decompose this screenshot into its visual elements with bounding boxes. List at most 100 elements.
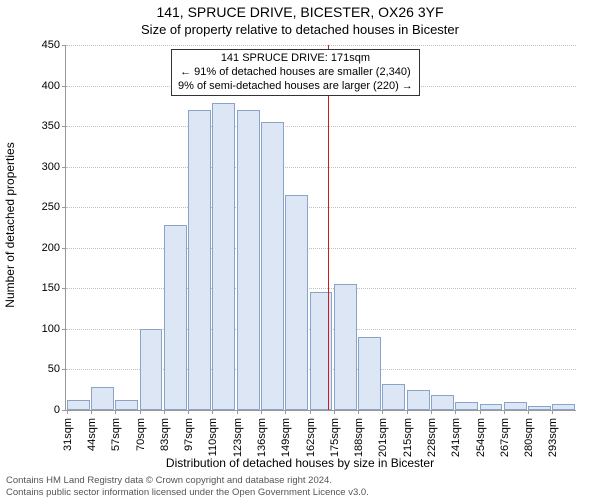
histogram-bar	[237, 110, 260, 410]
ytick-mark	[62, 126, 66, 127]
ytick-mark	[62, 410, 66, 411]
annotation-box: 141 SPRUCE DRIVE: 171sqm ← 91% of detach…	[171, 49, 420, 96]
xtick-mark	[358, 410, 359, 414]
xtick-mark	[310, 410, 311, 414]
xtick-mark	[261, 410, 262, 414]
histogram-bar	[67, 400, 90, 410]
chart-title: 141, SPRUCE DRIVE, BICESTER, OX26 3YF	[0, 4, 600, 20]
xtick-mark	[552, 410, 553, 414]
xtick-label: 267sqm	[499, 418, 511, 468]
xtick-mark	[164, 410, 165, 414]
gridline	[66, 45, 576, 46]
histogram-bar	[91, 387, 114, 410]
histogram-bar	[261, 122, 284, 410]
chart-container: 141, SPRUCE DRIVE, BICESTER, OX26 3YF Si…	[0, 0, 600, 500]
histogram-bar	[528, 406, 551, 410]
histogram-bar	[407, 390, 430, 410]
histogram-bar	[115, 400, 138, 410]
ytick-label: 450	[24, 39, 60, 51]
xtick-mark	[115, 410, 116, 414]
xtick-label: 83sqm	[159, 418, 171, 468]
ytick-label: 300	[24, 161, 60, 173]
xtick-label: 201sqm	[377, 418, 389, 468]
xtick-mark	[455, 410, 456, 414]
xtick-mark	[382, 410, 383, 414]
gridline	[66, 248, 576, 249]
xtick-mark	[334, 410, 335, 414]
xtick-label: 110sqm	[207, 418, 219, 468]
ytick-mark	[62, 248, 66, 249]
histogram-bar	[382, 384, 405, 410]
xtick-mark	[480, 410, 481, 414]
ytick-mark	[62, 86, 66, 87]
ytick-mark	[62, 167, 66, 168]
xtick-mark	[431, 410, 432, 414]
ytick-mark	[62, 369, 66, 370]
histogram-bar	[140, 329, 163, 410]
xtick-label: 241sqm	[450, 418, 462, 468]
ytick-label: 350	[24, 120, 60, 132]
xtick-mark	[212, 410, 213, 414]
xtick-label: 136sqm	[256, 418, 268, 468]
histogram-bar	[285, 195, 308, 410]
histogram-bar	[480, 404, 503, 410]
xtick-mark	[140, 410, 141, 414]
xtick-label: 215sqm	[402, 418, 414, 468]
xtick-mark	[285, 410, 286, 414]
histogram-bar	[552, 404, 575, 410]
plot-area: 141 SPRUCE DRIVE: 171sqm ← 91% of detach…	[65, 45, 576, 411]
histogram-bar	[504, 402, 527, 410]
xtick-mark	[188, 410, 189, 414]
xtick-label: 149sqm	[280, 418, 292, 468]
xtick-label: 280sqm	[523, 418, 535, 468]
gridline	[66, 167, 576, 168]
footer-line-1: Contains HM Land Registry data © Crown c…	[6, 475, 369, 486]
xtick-mark	[528, 410, 529, 414]
footer-line-2: Contains public sector information licen…	[6, 487, 369, 498]
histogram-bar	[334, 284, 357, 410]
ytick-mark	[62, 288, 66, 289]
y-axis-label: Number of detached properties	[3, 142, 17, 307]
histogram-bar	[455, 402, 478, 410]
xtick-label: 175sqm	[329, 418, 341, 468]
ytick-label: 400	[24, 80, 60, 92]
ytick-mark	[62, 45, 66, 46]
xtick-label: 31sqm	[62, 418, 74, 468]
xtick-label: 162sqm	[305, 418, 317, 468]
xtick-mark	[91, 410, 92, 414]
ytick-label: 150	[24, 282, 60, 294]
chart-subtitle: Size of property relative to detached ho…	[0, 22, 600, 37]
ytick-mark	[62, 207, 66, 208]
xtick-label: 70sqm	[135, 418, 147, 468]
ytick-mark	[62, 329, 66, 330]
xtick-label: 57sqm	[110, 418, 122, 468]
xtick-label: 97sqm	[183, 418, 195, 468]
xtick-mark	[504, 410, 505, 414]
gridline	[66, 126, 576, 127]
histogram-bar	[188, 110, 211, 410]
ytick-label: 100	[24, 323, 60, 335]
xtick-label: 228sqm	[426, 418, 438, 468]
xtick-label: 293sqm	[547, 418, 559, 468]
ytick-label: 0	[24, 404, 60, 416]
ytick-label: 200	[24, 242, 60, 254]
histogram-bar	[164, 225, 187, 410]
xtick-mark	[237, 410, 238, 414]
footer-attribution: Contains HM Land Registry data © Crown c…	[6, 475, 369, 498]
annotation-line-1: 141 SPRUCE DRIVE: 171sqm	[178, 52, 413, 66]
gridline	[66, 207, 576, 208]
xtick-mark	[67, 410, 68, 414]
histogram-bar	[431, 395, 454, 410]
xtick-label: 188sqm	[353, 418, 365, 468]
xtick-label: 44sqm	[86, 418, 98, 468]
xtick-mark	[407, 410, 408, 414]
gridline	[66, 288, 576, 289]
histogram-bar	[212, 103, 235, 410]
annotation-line-2: ← 91% of detached houses are smaller (2,…	[178, 66, 413, 80]
histogram-bar	[358, 337, 381, 410]
property-marker-line	[328, 45, 329, 410]
xtick-label: 254sqm	[475, 418, 487, 468]
ytick-label: 250	[24, 201, 60, 213]
annotation-line-3: 9% of semi-detached houses are larger (2…	[178, 80, 413, 94]
ytick-label: 50	[24, 363, 60, 375]
